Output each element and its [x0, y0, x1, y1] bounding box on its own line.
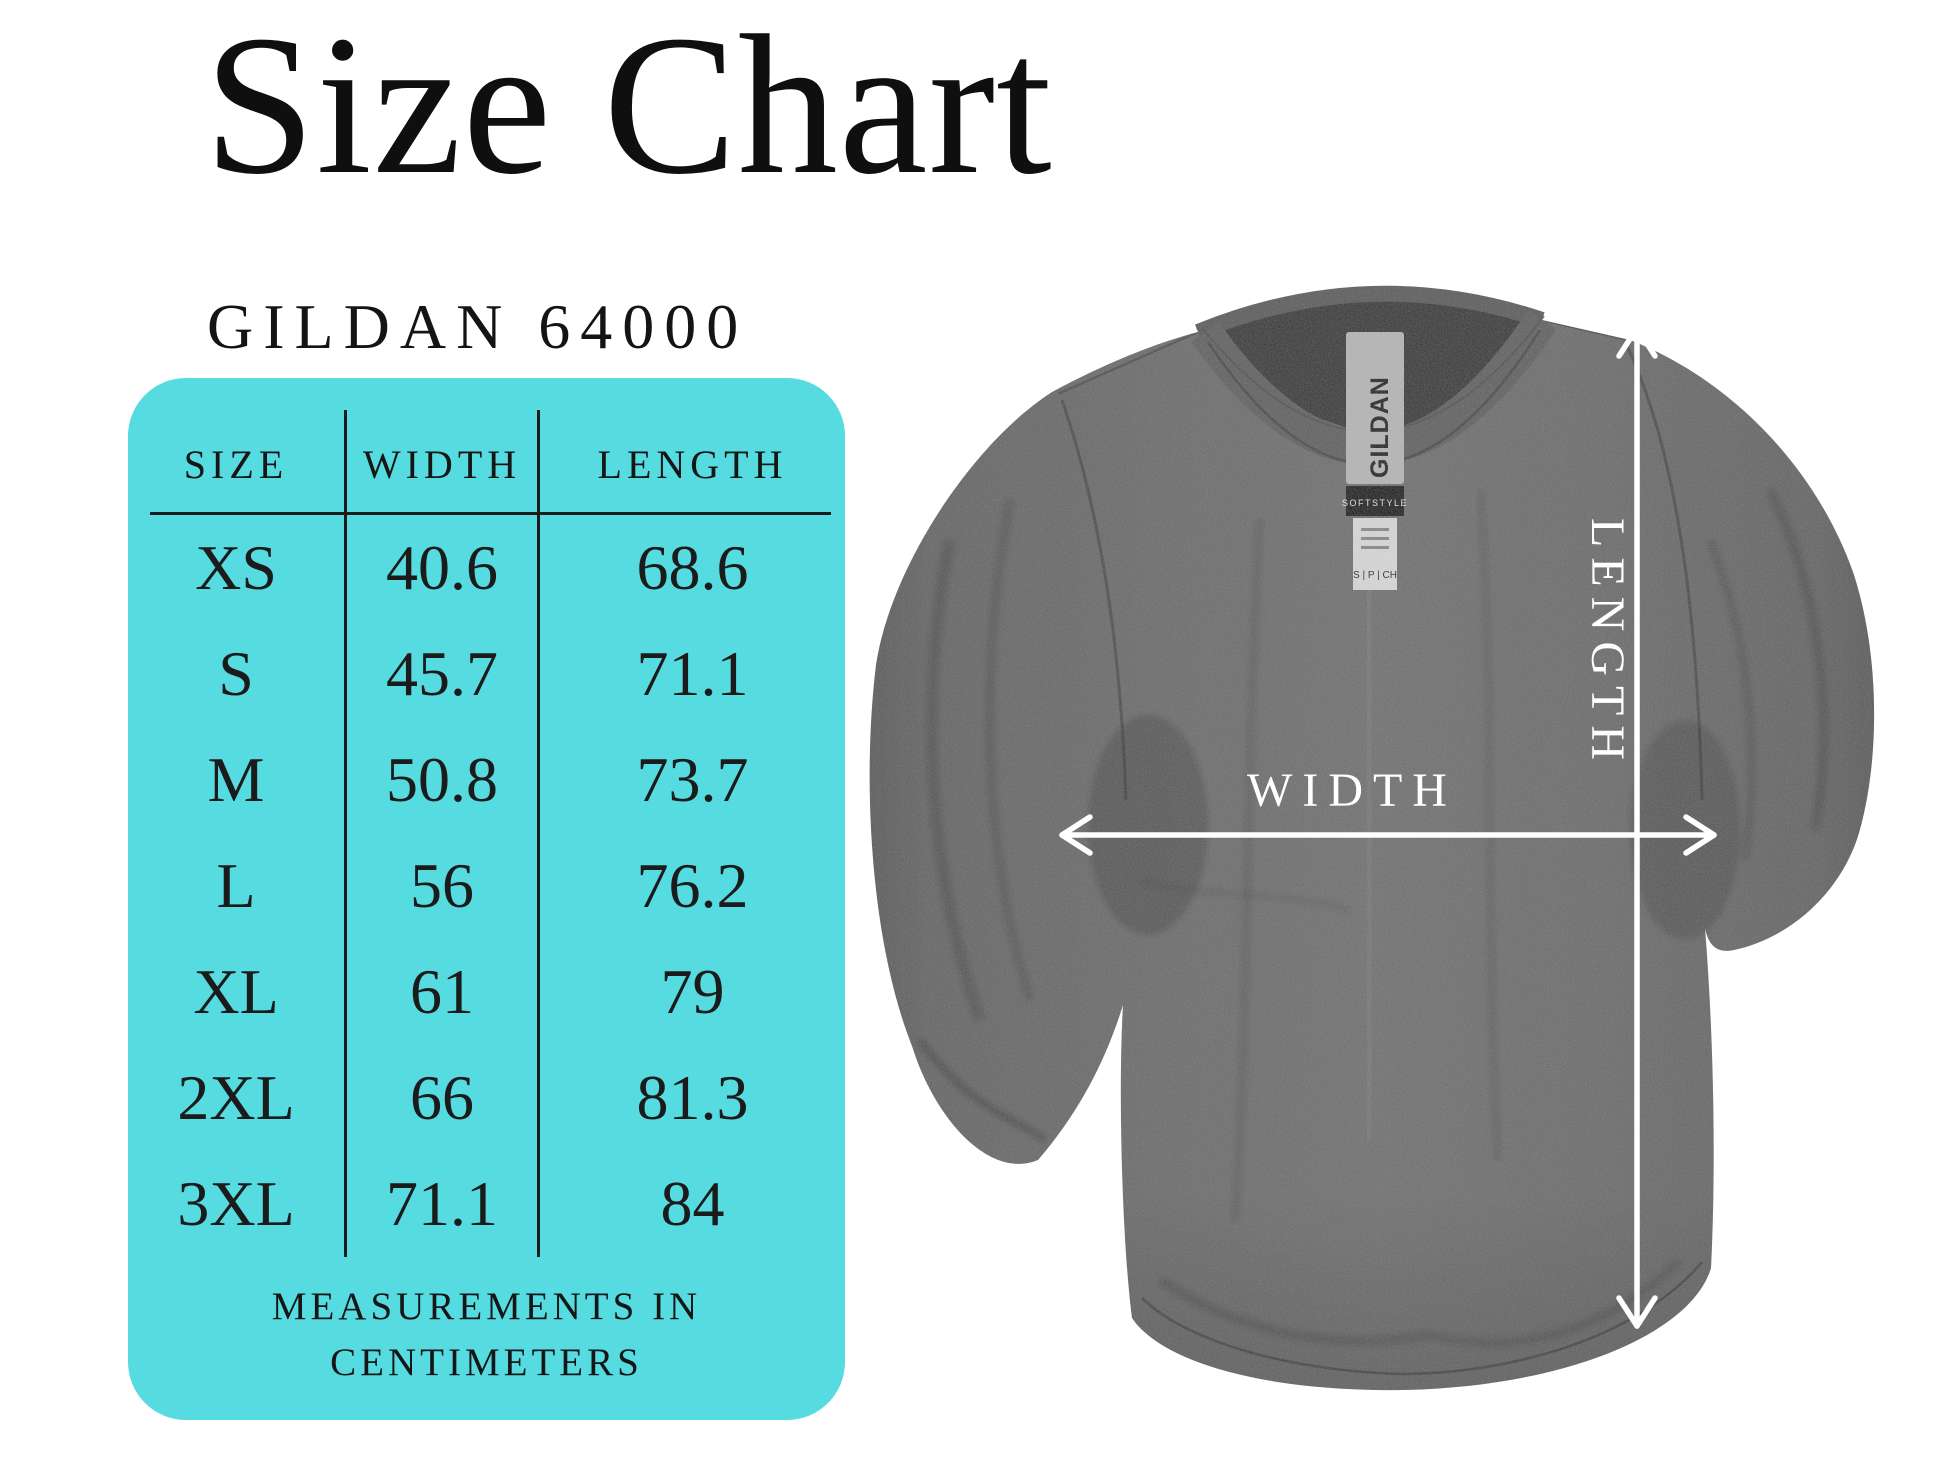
size-cell: L	[128, 833, 347, 939]
arrowhead-up-icon	[1616, 325, 1658, 359]
arrowhead-right-icon	[1683, 814, 1717, 856]
tshirt-measurement-diagram: GILDAN SOFTSTYLE S | P | CH WIDTH LENGTH	[869, 285, 1875, 1391]
width-arrow-label: WIDTH	[1247, 764, 1457, 817]
neck-tag: GILDAN SOFTSTYLE S | P | CH	[1342, 332, 1408, 590]
length-cell: 81.3	[636, 1062, 749, 1133]
size-cell: 2XL	[128, 1045, 347, 1151]
collar-band-back	[1194, 285, 1545, 340]
width-arrow	[1059, 814, 1717, 856]
length-arrow-label: LENGTH	[1581, 518, 1634, 770]
tag-brand: GILDAN	[1366, 376, 1394, 478]
length-cell: 76.2	[636, 850, 749, 921]
table-footnote: MEASUREMENTS IN CENTIMETERS	[128, 1279, 845, 1391]
column-header-width: WIDTH	[347, 410, 540, 512]
size-table-panel: SIZE WIDTH LENGTH XS 40.6 68.6 S 45.7 71.1 M 50…	[128, 378, 845, 1420]
tag-style-line: SOFTSTYLE	[1342, 498, 1408, 508]
column-header-length: LENGTH	[597, 442, 788, 487]
width-cell: 61	[347, 939, 540, 1045]
tag-sizes: S | P | CH	[1353, 570, 1397, 581]
size-cell: 3XL	[128, 1151, 347, 1257]
header-divider	[150, 512, 831, 515]
width-cell: 71.1	[347, 1151, 540, 1257]
size-cell: XS	[128, 515, 347, 621]
size-table: SIZE WIDTH LENGTH XS 40.6 68.6 S 45.7 71.1 M 50…	[128, 410, 845, 1257]
arrowhead-down-icon	[1616, 1295, 1658, 1329]
length-cell: 71.1	[636, 638, 749, 709]
width-cell: 66	[347, 1045, 540, 1151]
column-header-size: SIZE	[128, 410, 347, 512]
size-cell: XL	[128, 939, 347, 1045]
width-cell: 40.6	[347, 515, 540, 621]
arrowhead-left-icon	[1059, 814, 1093, 856]
page-title: Size Chart	[204, 0, 1053, 216]
footnote-line-1: MEASUREMENTS IN	[271, 1285, 702, 1328]
width-cell: 56	[347, 833, 540, 939]
width-cell: 45.7	[347, 621, 540, 727]
width-cell: 50.8	[347, 727, 540, 833]
size-cell: S	[128, 621, 347, 727]
size-cell: M	[128, 727, 347, 833]
length-cell: 84	[660, 1168, 725, 1239]
footnote-line-2: CENTIMETERS	[330, 1341, 643, 1384]
product-subtitle: GILDAN 64000	[207, 291, 749, 362]
length-cell: 73.7	[636, 744, 749, 815]
length-cell: 79	[660, 956, 725, 1027]
length-cell: 68.6	[636, 532, 749, 603]
length-arrow	[1616, 325, 1658, 1329]
